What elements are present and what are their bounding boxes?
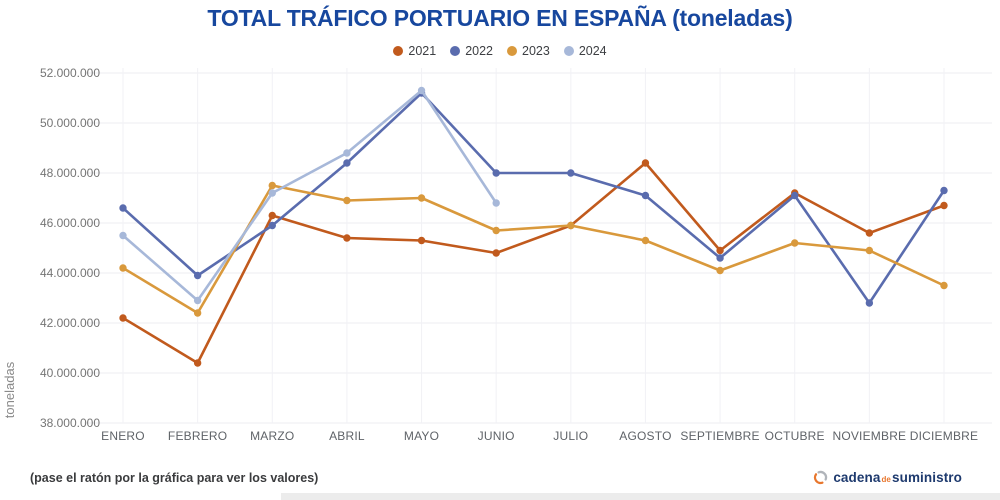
point-2021-NOVIEMBRE[interactable] [865, 229, 874, 237]
point-2023-JULIO[interactable] [567, 221, 575, 230]
point-2023-MAYO[interactable] [417, 194, 426, 202]
point-2022-MARZO[interactable] [268, 221, 276, 230]
series-line-2023 [121, 184, 946, 315]
legend-item-2024[interactable]: 2024 [563, 44, 607, 58]
point-2021-SEPTIEMBRE[interactable] [716, 246, 724, 255]
legend-dot-2023 [507, 46, 517, 56]
point-2022-ENERO[interactable] [119, 204, 127, 212]
point-2022-OCTUBRE[interactable] [791, 191, 799, 200]
legend-item-2023[interactable]: 2023 [507, 44, 550, 58]
page-title: TOTAL TRÁFICO PORTUARIO EN ESPAÑA (tonel… [207, 5, 793, 31]
logo-word-de: de [881, 475, 891, 484]
point-2021-DICIEMBRE[interactable] [940, 201, 948, 210]
legend-dot-2021 [393, 46, 404, 56]
point-2024-ENERO[interactable] [119, 231, 127, 240]
legend-item-2022[interactable]: 2022 [450, 44, 493, 58]
y-tick-label: 46.000.000 [40, 216, 100, 230]
chart-legend: 2021 2022 2023 2024 [0, 44, 1000, 58]
y-tick-label: 42.000.000 [40, 316, 100, 330]
horizontal-scrollbar[interactable] [281, 493, 1000, 500]
point-2021-MARZO[interactable] [268, 211, 276, 220]
point-2021-ABRIL[interactable] [343, 234, 351, 242]
point-2024-MARZO[interactable] [268, 189, 276, 197]
logo-word-cadena: cadena [833, 470, 881, 485]
series-line-2021 [121, 161, 946, 365]
x-tick-label: ABRIL [329, 429, 365, 443]
point-2023-FEBRERO[interactable] [193, 309, 202, 317]
series-line-2022 [121, 91, 946, 305]
point-2023-ENERO[interactable] [119, 264, 127, 272]
x-tick-label: JUNIO [478, 429, 515, 443]
point-2022-JULIO[interactable] [567, 169, 575, 177]
x-tick-label: OCTUBRE [765, 429, 825, 443]
point-2023-SEPTIEMBRE[interactable] [716, 266, 724, 275]
logo-text: cadenadesuministro [833, 470, 962, 485]
x-tick-label: MARZO [250, 429, 294, 443]
point-2022-ABRIL[interactable] [343, 159, 351, 167]
point-2024-FEBRERO[interactable] [193, 296, 202, 305]
point-2022-NOVIEMBRE[interactable] [865, 299, 874, 307]
y-tick-label: 48.000.000 [40, 166, 100, 180]
y-tick-label: 44.000.000 [40, 266, 100, 280]
point-2021-FEBRERO[interactable] [193, 359, 202, 367]
point-2023-AGOSTO[interactable] [641, 236, 650, 245]
point-2021-MAYO[interactable] [417, 236, 426, 245]
point-2021-AGOSTO[interactable] [641, 159, 650, 167]
point-2023-OCTUBRE[interactable] [791, 239, 799, 247]
logo-word-suministro: suministro [891, 470, 962, 485]
hover-hint-text: (pase el ratón por la gráfica para ver l… [30, 471, 319, 485]
series-line-2024 [121, 89, 498, 302]
x-tick-label: NOVIEMBRE [832, 429, 906, 443]
point-2023-NOVIEMBRE[interactable] [865, 246, 874, 255]
y-axis-title: toneladas [2, 361, 17, 418]
logo-circle-icon [814, 470, 828, 485]
y-tick-label: 40.000.000 [40, 366, 100, 380]
x-tick-label: ENERO [101, 429, 145, 443]
point-2021-ENERO[interactable] [119, 314, 127, 322]
x-tick-label: MAYO [404, 429, 439, 443]
legend-label-2021: 2021 [408, 44, 437, 58]
point-2024-MAYO[interactable] [417, 86, 426, 95]
y-tick-label: 38.000.000 [40, 416, 100, 430]
point-2022-AGOSTO[interactable] [641, 191, 650, 200]
point-2022-SEPTIEMBRE[interactable] [716, 254, 724, 262]
legend-label-2022: 2022 [465, 44, 493, 58]
point-2022-FEBRERO[interactable] [193, 271, 202, 280]
point-2023-MARZO[interactable] [268, 181, 276, 190]
legend-label-2024: 2024 [578, 44, 607, 58]
point-2024-ABRIL[interactable] [343, 149, 351, 157]
point-2023-DICIEMBRE[interactable] [940, 281, 948, 290]
point-2022-DICIEMBRE[interactable] [940, 186, 948, 195]
x-tick-label: FEBRERO [168, 429, 227, 443]
legend-dot-2022 [450, 46, 461, 56]
chart-svg[interactable]: 52.000.000 50.000.000 48.000.000 46.000.000… [0, 0, 1000, 460]
point-2024-JUNIO[interactable] [492, 199, 500, 207]
x-tick-label: AGOSTO [619, 429, 671, 443]
point-2023-ABRIL[interactable] [343, 196, 351, 205]
y-tick-label: 50.000.000 [40, 116, 100, 130]
cadena-de-suministro-logo[interactable]: cadenadesuministro [813, 470, 962, 485]
x-tick-label: SEPTIEMBRE [680, 429, 759, 443]
x-tick-label: DICIEMBRE [910, 429, 978, 443]
point-2022-JUNIO[interactable] [492, 169, 500, 177]
x-tick-label: JULIO [553, 429, 588, 443]
point-2021-JUNIO[interactable] [492, 249, 500, 257]
y-tick-label: 52.000.000 [40, 66, 100, 80]
legend-label-2023: 2023 [522, 44, 550, 58]
legend-item-2021[interactable]: 2021 [393, 44, 436, 58]
legend-dot-2024 [563, 46, 574, 56]
point-2023-JUNIO[interactable] [492, 226, 500, 235]
